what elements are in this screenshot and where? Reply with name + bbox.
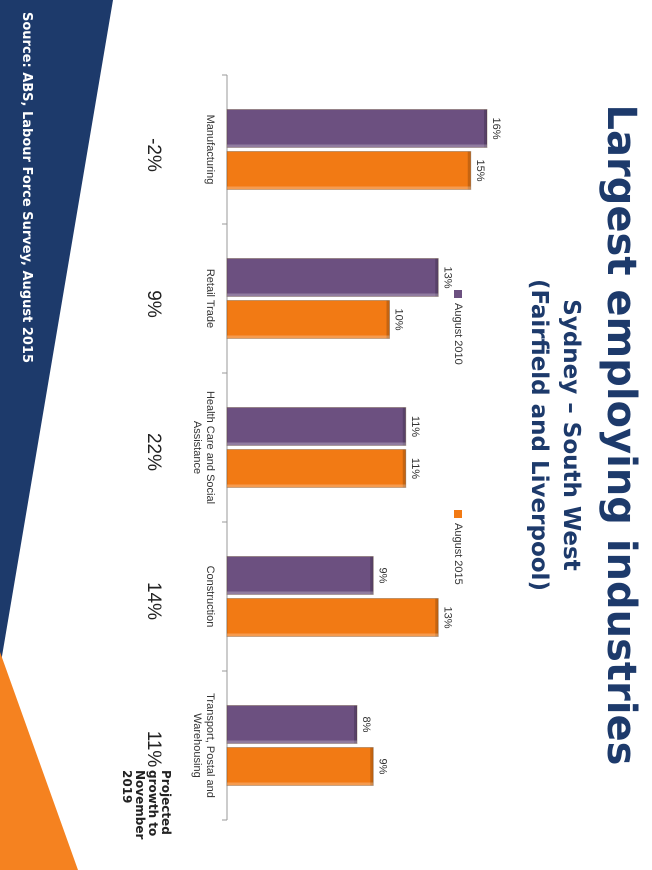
bar-august-2010-transport-postal-and-warehousing	[226, 705, 358, 744]
data-label: 13%	[441, 266, 453, 288]
growth-value: 14%	[143, 581, 164, 621]
bar-august-2015-manufacturing	[226, 151, 472, 190]
bar-august-2010-health-care-and-social-assistance	[226, 407, 407, 446]
data-label: 8%	[360, 717, 372, 733]
data-label: 13%	[441, 606, 453, 628]
bar-august-2010-manufacturing	[226, 109, 488, 148]
growth-value: 9%	[143, 290, 164, 318]
bar-august-2010-retail-trade	[226, 258, 439, 297]
category-label: Retail Trade	[204, 269, 216, 328]
bar-august-2015-transport-postal-and-warehousing	[226, 747, 374, 786]
data-label: 9%	[376, 568, 388, 584]
growth-value: 11%	[143, 730, 164, 768]
orange-corner	[0, 652, 78, 870]
growth-value: 22%	[143, 432, 164, 472]
navy-stripe	[0, 0, 113, 668]
category-label: Health Care and SocialAssistance	[191, 391, 216, 504]
data-label: 11%	[409, 458, 421, 479]
growth-value: -2%	[143, 138, 164, 172]
bar-august-2010-construction	[226, 556, 374, 595]
source-note: Source: ABS, Labour Force Survey, August…	[19, 12, 34, 364]
data-label: 16%	[490, 117, 502, 139]
category-label: Transport, Postal andWarehousing	[191, 693, 216, 798]
data-label: 10%	[393, 308, 405, 330]
data-label: 11%	[409, 416, 421, 437]
bar-august-2015-retail-trade	[226, 300, 390, 339]
bar-august-2015-health-care-and-social-assistance	[226, 449, 407, 488]
category-label: Construction	[204, 566, 216, 628]
data-label: 15%	[474, 159, 486, 181]
bar-august-2015-construction	[226, 598, 439, 637]
data-label: 9%	[376, 759, 388, 775]
category-label: Manufacturing	[204, 115, 216, 185]
